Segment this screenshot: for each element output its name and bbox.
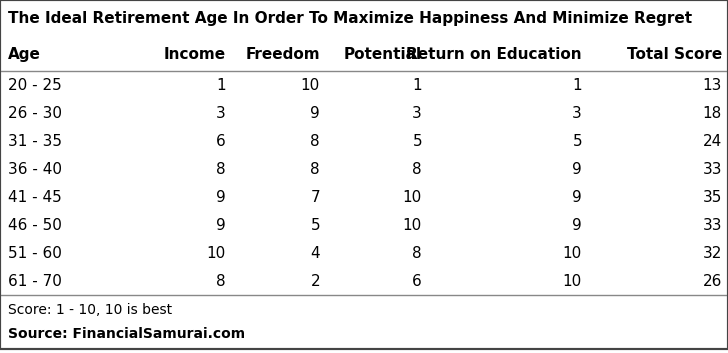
Text: 32: 32 [703,245,722,261]
Text: Score: 1 - 10, 10 is best: Score: 1 - 10, 10 is best [8,303,172,317]
Text: 5: 5 [572,133,582,149]
Text: 9: 9 [572,162,582,176]
Text: 41 - 45: 41 - 45 [8,190,62,204]
Text: 10: 10 [563,274,582,288]
Text: 8: 8 [216,274,226,288]
Text: 1: 1 [412,78,422,92]
Text: 10: 10 [403,217,422,233]
Text: 33: 33 [703,217,722,233]
Text: 10: 10 [563,245,582,261]
Text: 13: 13 [703,78,722,92]
Bar [0,295,728,349]
Text: Source: FinancialSamurai.com: Source: FinancialSamurai.com [8,327,245,341]
Text: 3: 3 [412,106,422,120]
Text: 8: 8 [310,162,320,176]
Text: 51 - 60: 51 - 60 [8,245,62,261]
Text: 9: 9 [310,106,320,120]
Text: 36 - 40: 36 - 40 [8,162,62,176]
Text: 8: 8 [412,245,422,261]
Text: 26: 26 [703,274,722,288]
Bar [0,38,728,71]
Text: 26 - 30: 26 - 30 [8,106,62,120]
Text: 61 - 70: 61 - 70 [8,274,62,288]
Text: 5: 5 [412,133,422,149]
Text: Income: Income [164,47,226,62]
Bar [0,99,728,127]
Text: 35: 35 [703,190,722,204]
Text: 8: 8 [310,133,320,149]
Text: Freedom: Freedom [245,47,320,62]
Bar [0,267,728,295]
Text: 6: 6 [216,133,226,149]
Text: 18: 18 [703,106,722,120]
Text: 31 - 35: 31 - 35 [8,133,62,149]
Bar [0,0,728,38]
Text: Potential: Potential [344,47,422,62]
Text: 33: 33 [703,162,722,176]
Text: Age: Age [8,47,41,62]
Text: 9: 9 [572,190,582,204]
Text: 6: 6 [412,274,422,288]
Bar [0,71,728,99]
Text: 3: 3 [216,106,226,120]
Text: 7: 7 [310,190,320,204]
Bar [0,155,728,183]
Text: 9: 9 [216,217,226,233]
Text: 4: 4 [310,245,320,261]
Text: 10: 10 [207,245,226,261]
Text: 1: 1 [572,78,582,92]
Text: 9: 9 [572,217,582,233]
Text: 1: 1 [216,78,226,92]
Text: 9: 9 [216,190,226,204]
Text: 46 - 50: 46 - 50 [8,217,62,233]
Bar [0,127,728,155]
Text: 8: 8 [412,162,422,176]
Bar [0,239,728,267]
Text: 8: 8 [216,162,226,176]
Text: 10: 10 [301,78,320,92]
Bar [0,183,728,211]
Text: The Ideal Retirement Age In Order To Maximize Happiness And Minimize Regret: The Ideal Retirement Age In Order To Max… [8,12,692,26]
Text: 24: 24 [703,133,722,149]
Text: Return on Education: Return on Education [406,47,582,62]
Text: 5: 5 [310,217,320,233]
Text: 10: 10 [403,190,422,204]
Bar [0,211,728,239]
Text: 3: 3 [572,106,582,120]
Text: 20 - 25: 20 - 25 [8,78,62,92]
Text: Total Score: Total Score [627,47,722,62]
Text: 2: 2 [310,274,320,288]
